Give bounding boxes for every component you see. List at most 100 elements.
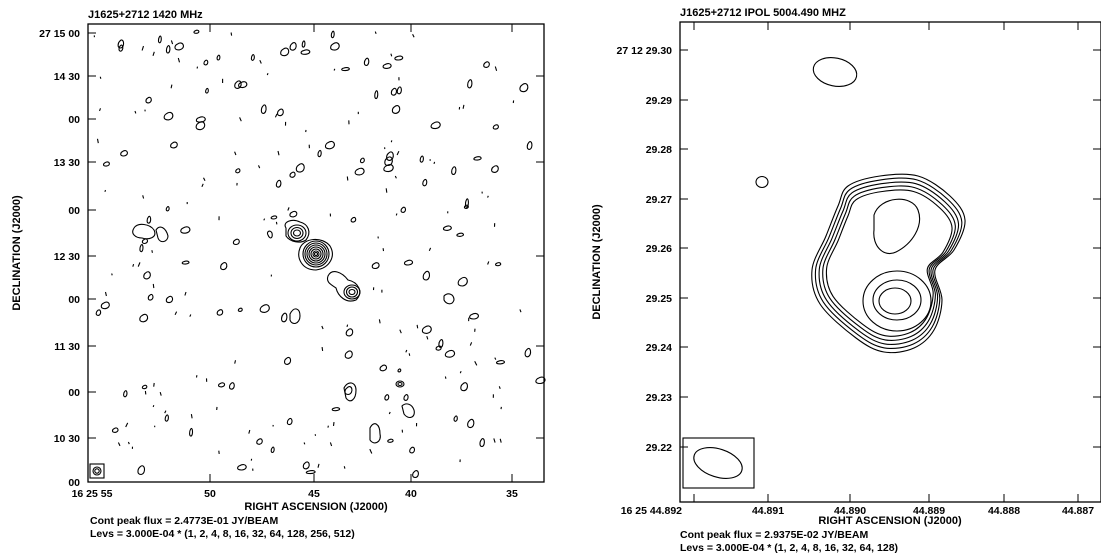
panel-1-noise-contour <box>151 250 153 253</box>
panel-2-main-source <box>811 173 966 354</box>
panel-1-noise-contour <box>435 345 442 351</box>
panel-1-noise-contour <box>524 347 532 358</box>
panel-1-noise-contour <box>331 407 341 412</box>
panel-1-noise-contour <box>383 164 394 173</box>
panel-1-noise-contour <box>216 309 224 316</box>
panel-1-noise-contour <box>535 376 546 385</box>
panel-2-x-tick-label: 44.891 <box>752 505 784 517</box>
panel-1-noise-contour <box>220 262 228 271</box>
panel-1-noise-contour <box>317 463 320 468</box>
panel-1-noise-contour <box>177 57 181 63</box>
panel-1-noise-contour <box>438 339 444 348</box>
panel-1-noise-contour <box>153 382 155 387</box>
panel-1-noise-contour <box>396 86 402 95</box>
panel-1-noise-contour <box>403 259 414 266</box>
panel-1-contour <box>397 381 403 387</box>
panel-2-x-tick-marks <box>693 22 1079 502</box>
panel-1-noise-contour <box>354 167 365 176</box>
panel-1-beam <box>92 466 102 476</box>
panel-1-noise-contour <box>263 218 266 221</box>
panel-1-noise-contour <box>399 329 402 334</box>
panel-1-noise-contour <box>137 465 146 476</box>
panel-2-y-tick-label: 29.29 <box>646 95 672 107</box>
panel-1-noise-contour <box>329 442 333 447</box>
panel-1-noise-contour <box>184 291 187 296</box>
panel-1-noise-contour <box>235 168 241 174</box>
panel-1-noise-contour <box>359 157 365 164</box>
panel-1-noise-contour <box>491 165 499 173</box>
panel-1-y-ticks: 27 15 00 14 30 00 13 30 00 12 30 00 11 3… <box>39 28 80 489</box>
panel-1-noise-contour <box>459 370 462 374</box>
panel-1-noise-contour <box>141 384 148 390</box>
panel-1-noise-contour <box>141 238 149 245</box>
panel-2-contour <box>873 198 920 254</box>
panel-1-noise-contour <box>260 104 267 115</box>
panel-1-noise-contour <box>374 31 377 34</box>
panel-1-noise-contour <box>526 141 533 150</box>
panel-1-noise-contour <box>102 161 110 167</box>
panel-1-noise-contour <box>419 155 424 163</box>
panel-1-noise-contour <box>416 324 419 329</box>
panel-2-x-axis-label: RIGHT ASCENSION (J2000) <box>818 515 962 527</box>
panel-1-noise-contour <box>384 156 393 167</box>
panel-1-contour <box>313 251 319 257</box>
panel-1-noise-contour <box>228 382 235 390</box>
panel-1-noise-contour <box>95 309 102 316</box>
panel-2-x-tick-label: 44.887 <box>1062 505 1094 517</box>
panel-1-noise-contour <box>379 364 388 372</box>
panel-1-noise-contour <box>111 427 119 433</box>
panel-1-noise-contour <box>181 260 190 265</box>
panel-1-noise-contour <box>98 108 102 112</box>
panel-2-contour <box>825 189 953 337</box>
panel-1-noise-contour <box>303 442 306 445</box>
panel-1-noise-contour <box>421 325 432 334</box>
panel-1-noise-contour <box>396 150 400 156</box>
panel-1-beam-box <box>89 463 105 479</box>
panel-1-noise-contour <box>125 422 129 428</box>
panel-1-noise-contour <box>422 178 428 187</box>
panel-1-noise-contour <box>139 313 149 323</box>
panel-1-noise-contour <box>487 195 489 198</box>
panel-1-noise-contour <box>237 464 247 471</box>
panel-1-title: J1625+2712 1420 MHz <box>88 9 203 21</box>
panel-1-noise-contour <box>492 124 499 130</box>
panel-1-noise-contour <box>147 293 154 301</box>
panel-1-contour <box>266 230 273 239</box>
panel-1-beam <box>94 468 100 474</box>
panel-2-beam <box>693 447 743 479</box>
panel-2-peak-flux: Cont peak flux = 2.9375E-02 JY/BEAM <box>680 529 868 541</box>
panel-1-noise-contour <box>190 414 193 419</box>
panel-1-noise-contour <box>275 179 282 188</box>
panel-1-noise-contour <box>270 215 278 220</box>
panel-1-noise-contour <box>388 411 391 415</box>
panel-1-noise-contour <box>341 66 350 72</box>
panel-1-noise-contour <box>409 446 416 454</box>
panel-1-contour <box>132 223 156 240</box>
panel-1-x-axis-label: RIGHT ASCENSION (J2000) <box>244 501 388 513</box>
panel-1-noise-contour <box>104 189 107 192</box>
panel-1-y-tick-label: 00 <box>68 387 80 399</box>
panel-1-noise-contour <box>266 73 269 76</box>
panel-1-y-tick-label: 27 15 00 <box>39 28 80 40</box>
panel-2-y-tick-label: 29.28 <box>646 144 672 156</box>
panel-1-noise-contour <box>117 39 125 49</box>
panel-1-noise-contour <box>300 49 311 55</box>
panel-1-noise-contour <box>479 438 485 448</box>
panel-1-noise-contour <box>134 110 137 114</box>
panel-2-y-tick-label: 27 12 29.30 <box>617 45 673 57</box>
panel-1-noise-contour <box>164 414 169 422</box>
panel-1-noise-contour <box>286 417 293 426</box>
panel-1-noise-contour <box>384 394 390 401</box>
panel-1-noise-contour <box>387 438 394 443</box>
panel-1-noise-contour <box>189 314 192 317</box>
panel-1-noise-contour <box>390 140 393 143</box>
panel-2-y-tick-label: 29.22 <box>646 442 672 454</box>
panel-2-y-tick-label: 29.24 <box>646 342 672 354</box>
panel-2-contour <box>862 270 932 332</box>
panel-1420mhz: J1625+2712 1420 MHz 27 15 00 14 30 00 13… <box>11 9 546 540</box>
panel-1-noise-contour <box>495 262 502 267</box>
panel-1-noise-contour <box>146 215 152 224</box>
panel-2-y-tick-label: 29.25 <box>646 293 672 305</box>
panel-1-noise-contour <box>287 207 290 211</box>
panel-1-contour <box>312 250 320 258</box>
